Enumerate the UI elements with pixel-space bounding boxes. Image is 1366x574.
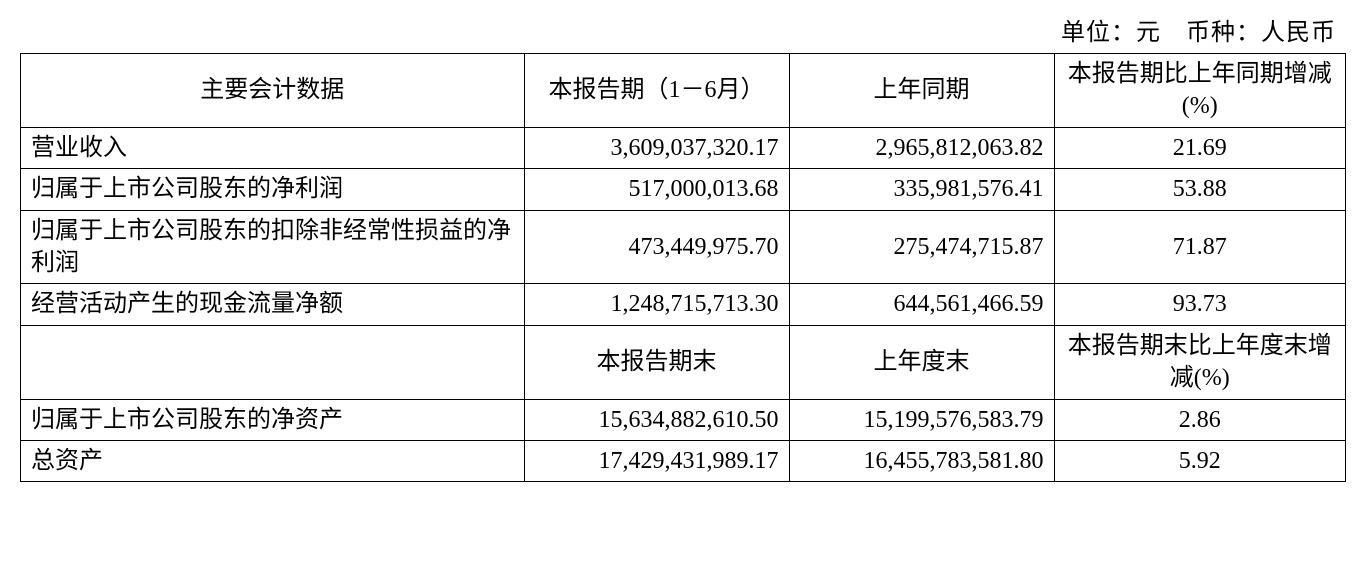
header-period-end: 本报告期末 xyxy=(524,325,789,399)
row-previous: 16,455,783,581.80 xyxy=(789,440,1054,481)
row-change: 5.92 xyxy=(1054,440,1346,481)
table-header-row-2: 本报告期末 上年度末 本报告期末比上年度末增减(%) xyxy=(21,325,1346,399)
row-current: 1,248,715,713.30 xyxy=(524,284,789,325)
table-row: 归属于上市公司股东的净资产 15,634,882,610.50 15,199,5… xyxy=(21,399,1346,440)
row-current: 473,449,975.70 xyxy=(524,210,789,284)
row-current: 17,429,431,989.17 xyxy=(524,440,789,481)
row-label: 归属于上市公司股东的净利润 xyxy=(21,169,525,210)
row-previous: 335,981,576.41 xyxy=(789,169,1054,210)
table-row: 归属于上市公司股东的净利润 517,000,013.68 335,981,576… xyxy=(21,169,1346,210)
table-row: 经营活动产生的现金流量净额 1,248,715,713.30 644,561,4… xyxy=(21,284,1346,325)
row-label: 总资产 xyxy=(21,440,525,481)
row-label: 经营活动产生的现金流量净额 xyxy=(21,284,525,325)
row-previous: 2,965,812,063.82 xyxy=(789,127,1054,168)
table-header-row-1: 主要会计数据 本报告期（1－6月） 上年同期 本报告期比上年同期增减(%) xyxy=(21,54,1346,128)
row-change: 71.87 xyxy=(1054,210,1346,284)
row-previous: 15,199,576,583.79 xyxy=(789,399,1054,440)
header-prev-year-end: 上年度末 xyxy=(789,325,1054,399)
row-change: 21.69 xyxy=(1054,127,1346,168)
row-change: 93.73 xyxy=(1054,284,1346,325)
row-change: 2.86 xyxy=(1054,399,1346,440)
header-previous-period: 上年同期 xyxy=(789,54,1054,128)
row-label: 归属于上市公司股东的净资产 xyxy=(21,399,525,440)
table-row: 归属于上市公司股东的扣除非经常性损益的净利润 473,449,975.70 27… xyxy=(21,210,1346,284)
header-metric: 主要会计数据 xyxy=(21,54,525,128)
row-previous: 644,561,466.59 xyxy=(789,284,1054,325)
row-change: 53.88 xyxy=(1054,169,1346,210)
row-current: 517,000,013.68 xyxy=(524,169,789,210)
table-row: 营业收入 3,609,037,320.17 2,965,812,063.82 2… xyxy=(21,127,1346,168)
financial-data-table: 主要会计数据 本报告期（1－6月） 上年同期 本报告期比上年同期增减(%) 营业… xyxy=(20,53,1346,482)
row-previous: 275,474,715.87 xyxy=(789,210,1054,284)
header-current-period: 本报告期（1－6月） xyxy=(524,54,789,128)
header-change-pct: 本报告期比上年同期增减(%) xyxy=(1054,54,1346,128)
row-current: 3,609,037,320.17 xyxy=(524,127,789,168)
header-end-change-pct: 本报告期末比上年度末增减(%) xyxy=(1054,325,1346,399)
row-current: 15,634,882,610.50 xyxy=(524,399,789,440)
row-label: 营业收入 xyxy=(21,127,525,168)
table-row: 总资产 17,429,431,989.17 16,455,783,581.80 … xyxy=(21,440,1346,481)
header-blank xyxy=(21,325,525,399)
unit-currency-line: 单位：元 币种：人民币 xyxy=(20,12,1346,47)
row-label: 归属于上市公司股东的扣除非经常性损益的净利润 xyxy=(21,210,525,284)
